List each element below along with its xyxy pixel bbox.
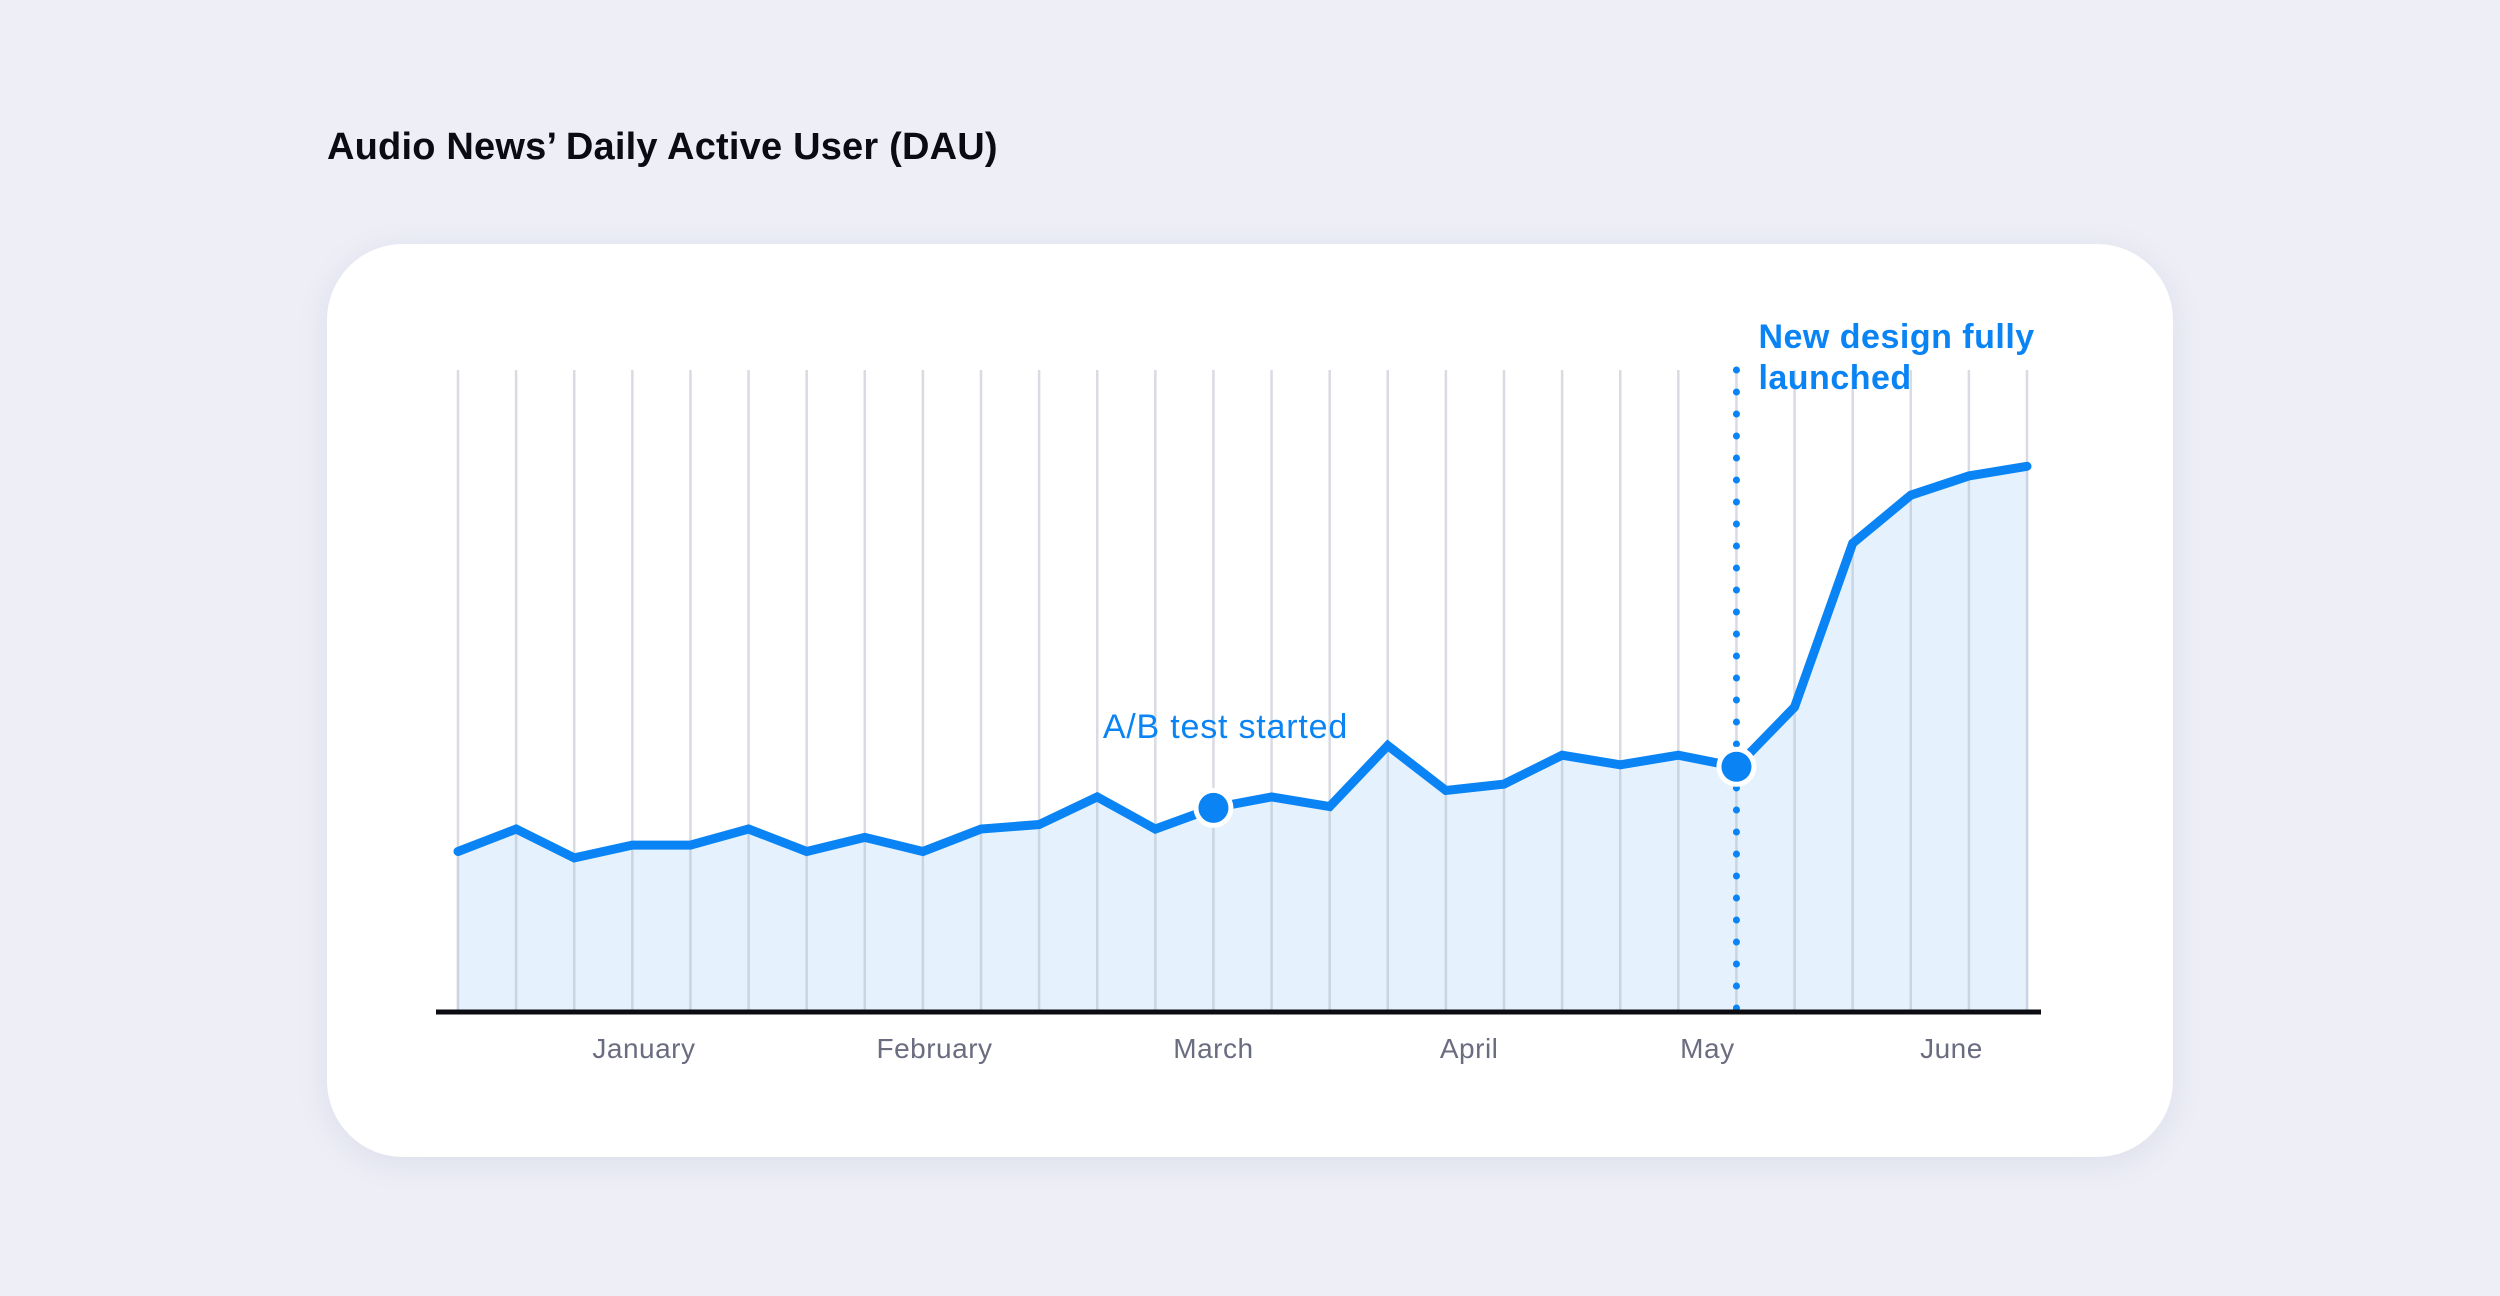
x-tick-label: January — [592, 1033, 695, 1064]
ab-test-marker-dot — [1198, 792, 1229, 823]
x-tick-label: May — [1680, 1033, 1734, 1064]
x-tick-label: April — [1440, 1033, 1499, 1064]
series-line — [453, 461, 2032, 863]
annotation-markers — [1193, 746, 1757, 828]
x-axis-tick-labels: January February March April May June — [592, 1033, 1982, 1064]
x-tick-label: March — [1173, 1033, 1253, 1064]
x-tick-label: June — [1920, 1033, 1983, 1064]
launch-marker-dot — [1721, 751, 1752, 782]
area-fill — [458, 466, 2027, 1012]
ab-test-label: A/B test started — [1103, 708, 1348, 746]
launch-label-line: New design fully — [1758, 318, 2034, 356]
x-tick-label: February — [876, 1033, 992, 1064]
gridlines-over-area — [456, 466, 2029, 1012]
page-title: Audio News’ Daily Active User (DAU) — [327, 126, 998, 168]
launch-label-line: launched — [1758, 359, 1911, 397]
